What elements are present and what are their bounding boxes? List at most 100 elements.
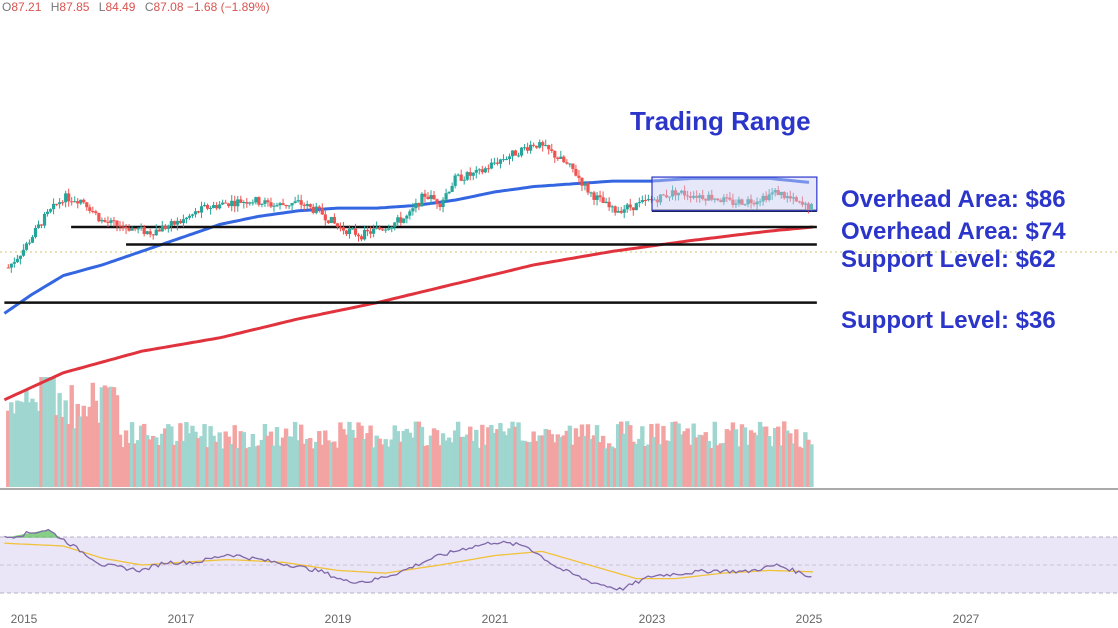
- volume-bar: [202, 424, 207, 487]
- volume-bar: [117, 434, 123, 487]
- candle-body: [127, 228, 131, 231]
- candle-body: [695, 195, 699, 198]
- candle-body: [559, 156, 563, 159]
- candle-body: [541, 142, 545, 146]
- volume-bar: [220, 448, 225, 487]
- candle-body: [803, 203, 807, 205]
- volume-bar: [468, 426, 473, 487]
- candle-body: [595, 195, 599, 200]
- rsi-overbought-area: [4, 530, 68, 538]
- volume-bar: [452, 430, 458, 487]
- candle-body: [529, 144, 533, 151]
- candle-body: [474, 169, 478, 173]
- candle-body: [692, 195, 696, 198]
- candle-body: [598, 195, 602, 198]
- trading-range-label: Trading Range: [630, 106, 811, 136]
- volume-bar: [108, 386, 114, 487]
- volume-bar: [226, 436, 231, 487]
- volume-bar: [211, 435, 216, 487]
- candle-body: [175, 220, 179, 225]
- candle-body: [806, 203, 810, 211]
- volume-bar: [57, 393, 62, 487]
- volume-bar: [205, 447, 210, 487]
- candle-body: [679, 190, 684, 193]
- volume-bar: [782, 421, 787, 487]
- volume-bar: [449, 442, 455, 487]
- volume-bar: [543, 428, 548, 487]
- candle-body: [172, 221, 176, 225]
- volume-bar: [489, 424, 494, 487]
- volume-bar: [667, 440, 672, 487]
- volume-bar: [196, 438, 201, 487]
- candle-body: [547, 145, 551, 150]
- candle-body: [142, 226, 146, 234]
- candle-body: [88, 207, 92, 212]
- volume-bar: [549, 434, 554, 487]
- candle-body: [311, 206, 315, 213]
- trading-range: [651, 176, 818, 212]
- candle-body: [338, 226, 343, 228]
- candle-body: [610, 206, 614, 208]
- volume-bar: [646, 444, 651, 487]
- volume-bar: [748, 430, 754, 487]
- overhead-area-74-label: Overhead Area: $74: [841, 218, 1066, 245]
- volume-bar: [356, 422, 361, 487]
- candle-body: [350, 228, 355, 230]
- candle-body: [501, 159, 506, 161]
- candle-body: [704, 199, 708, 201]
- volume-bar: [455, 421, 461, 487]
- low-label: L: [98, 0, 106, 14]
- overhead-area-86-label: Overhead Area: $86: [841, 186, 1066, 213]
- volume-bar: [528, 442, 533, 487]
- candle-body: [287, 205, 291, 207]
- volume-bar: [6, 410, 11, 487]
- candle-body: [236, 199, 240, 207]
- volume-bar: [769, 446, 775, 487]
- volume-bar: [371, 447, 376, 487]
- volume-bar: [537, 435, 542, 487]
- volume-bar: [253, 446, 259, 487]
- candle-body: [568, 163, 572, 165]
- volume-bar: [311, 448, 316, 487]
- candle-body: [689, 196, 693, 198]
- candle-body: [471, 172, 475, 176]
- volume-bar: [51, 377, 56, 487]
- volume-bar: [317, 431, 322, 487]
- x-tick-2015: 2015: [10, 612, 38, 626]
- volume-bar: [407, 432, 413, 487]
- candle-body: [208, 207, 213, 209]
- volume-bar: [69, 385, 74, 487]
- candle-body: [18, 255, 22, 259]
- candle-body: [393, 222, 397, 227]
- candle-body: [504, 159, 509, 161]
- candle-body: [242, 202, 246, 204]
- candle-body: [420, 193, 424, 207]
- volume-bar: [706, 441, 711, 487]
- volume-bar: [570, 444, 576, 487]
- candle-body: [625, 204, 629, 210]
- candle-body: [384, 229, 388, 231]
- volume-bar: [256, 445, 262, 487]
- candle-body: [450, 185, 454, 192]
- volume-bar: [404, 428, 410, 487]
- candle-body: [145, 231, 149, 234]
- volume-bar: [498, 423, 503, 487]
- candle-body: [6, 267, 10, 269]
- candle-body: [589, 192, 593, 194]
- volume-bar: [274, 427, 280, 487]
- candle-body: [199, 206, 204, 213]
- candle-body: [791, 197, 795, 199]
- candle-body: [755, 201, 759, 205]
- candle-body: [761, 195, 765, 202]
- volume-bar: [413, 421, 419, 487]
- volume-bar: [335, 447, 340, 487]
- candle-body: [411, 208, 415, 212]
- volume-bar: [344, 434, 349, 487]
- candle-body: [483, 168, 487, 173]
- volume-bar: [184, 422, 189, 487]
- candle-body: [701, 195, 705, 200]
- candle-body: [607, 201, 611, 208]
- volume-bar: [585, 424, 591, 487]
- candle-body: [205, 204, 210, 209]
